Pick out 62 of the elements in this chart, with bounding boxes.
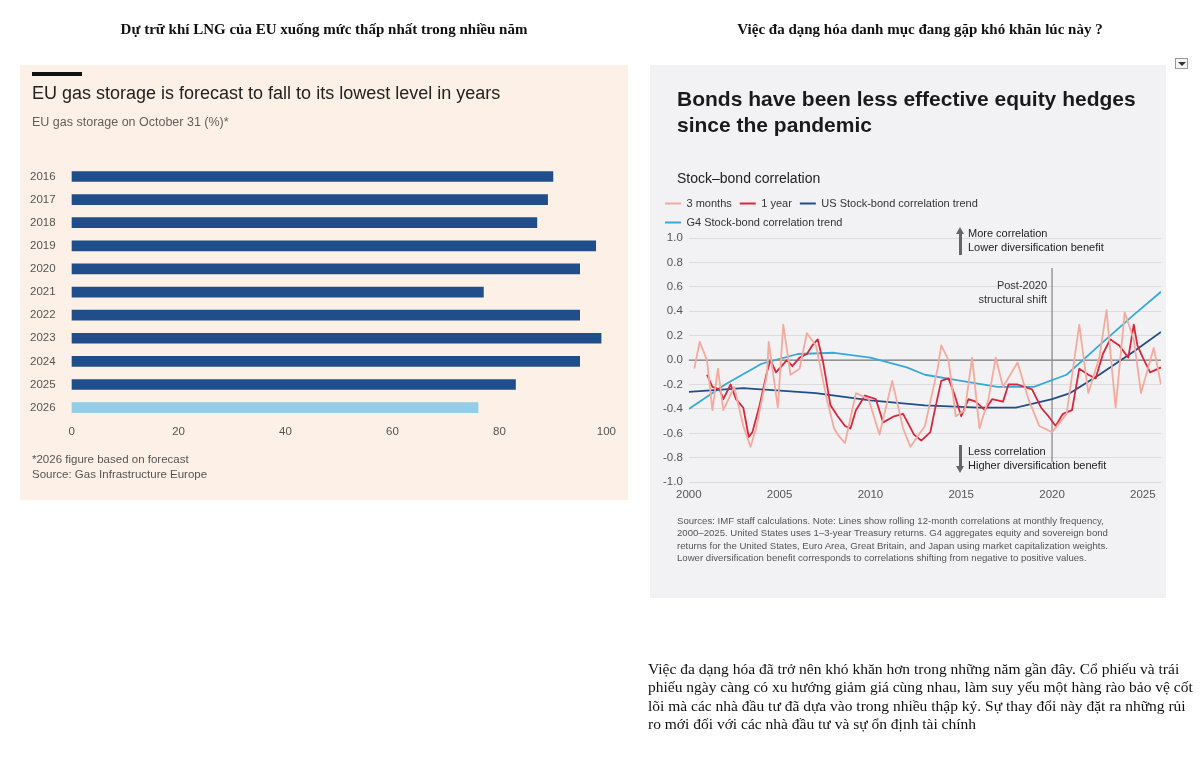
y-tick-label: 0.2 [666,328,683,341]
bar [71,402,479,413]
text: Việc đa dạng hóa đã trở nên khó khăn hơn trong những năm gần đây. Cổ phiếu và trái phiếu ngày càng có xu hướng giảm giá cùng nhau, làm suy yếu một hàng rào bảo vệ cốt lõi mà các nhà đầu tư đã dựa vào trong nhiều thập kỷ. Sự thay đổi này đặt ra những rủi ro mới đối với các nhà đầu tư và sự ổn định tài chính [648,660,1193,734]
y-tick-label: 1.0 [666,231,683,244]
bar [71,194,548,205]
bar [71,263,580,275]
legend-label: 1 year [761,196,793,209]
y-tick-label: 2017 [29,192,56,205]
bar [71,332,602,344]
x-tick-label: 100 [596,425,616,438]
y-tick-label: 0.6 [666,280,683,293]
y-tick-label: 2020 [29,262,56,275]
bar [71,309,580,321]
legend-label: 3 months [686,196,733,209]
y-tick-label: 0.8 [666,255,683,268]
y-tick-label: 0.4 [666,304,684,317]
x-tick-label: 2020 [1039,488,1065,501]
y-tick-label: -1.0 [662,475,683,488]
bar [71,240,597,252]
ref-line-label: Post-2020 structural shift [978,278,1048,305]
text: Việc đa dạng hóa danh mục đang gặp khó khăn lúc này ? [736,20,1104,39]
bar [71,171,554,182]
chart-title: Bonds have been less effective equity hedges since the pandemic [677,86,1137,138]
y-tick-label: 2018 [29,215,56,228]
y-tick-label: 2016 [29,169,56,182]
x-tick-label: 2010 [857,488,884,501]
x-tick-label: 60 [386,425,399,438]
chart-subtitle: Stock–bond correlation [677,170,821,186]
text: *2026 figure based on forecast [32,452,189,467]
legend-label: US Stock-bond correlation trend [821,196,978,209]
x-tick-label: 0 [68,425,75,438]
source-note: Source: Gas Infrastructure Europe [32,467,208,482]
annotation: More correlation Lower diversification benefit [968,226,1104,255]
y-tick-label: 2019 [29,238,56,251]
y-tick-label: 0.0 [666,353,683,366]
x-tick-label: 2015 [948,488,975,501]
y-tick-label: 2026 [29,400,56,413]
y-tick-label: -0.6 [662,426,683,439]
y-tick-label: 2024 [29,354,57,367]
x-tick-label: 2025 [1130,488,1156,501]
source-note: Sources: IMF staff calculations. Note: Lines show rolling 12-month correlations at monthly frequency, 2000–2025. United States uses 1–3-year Treasury returns. G4 aggregates equity and sovereign bond returns for the United States, Euro Area, Great Britain, and Japan using market capitalization weights. Lower diversification benefit corresponds to correlations shifting from negative to positive values. [677,515,1109,565]
bar [71,356,580,367]
bar [71,379,516,390]
y-tick-label: 2025 [29,377,56,390]
text: Dự trữ khí LNG của EU xuống mức thấp nhất trong nhiều năm [119,20,529,39]
y-tick-label: 2023 [29,331,56,344]
y-tick-label: -0.4 [662,402,684,415]
y-tick-label: -0.8 [662,450,683,463]
x-tick-label: 80 [493,425,506,438]
x-tick-label: 20 [172,425,185,438]
x-tick-label: 40 [279,425,292,438]
chart-subtitle: EU gas storage on October 31 (%)* [32,115,229,129]
annotation: Less correlation Higher diversification benefit [968,444,1107,473]
chart-title: EU gas storage is forecast to fall to its lowest level in years [32,83,502,105]
x-tick-label: 2005 [766,488,793,501]
y-tick-label: 2021 [29,285,56,298]
y-tick-label: -0.2 [662,377,683,390]
bar [71,217,538,229]
y-tick-label: 2022 [29,308,56,321]
legend-label: G4 Stock-bond correlation trend [686,215,843,228]
bar [71,286,484,298]
x-tick-label: 2000 [676,488,702,501]
